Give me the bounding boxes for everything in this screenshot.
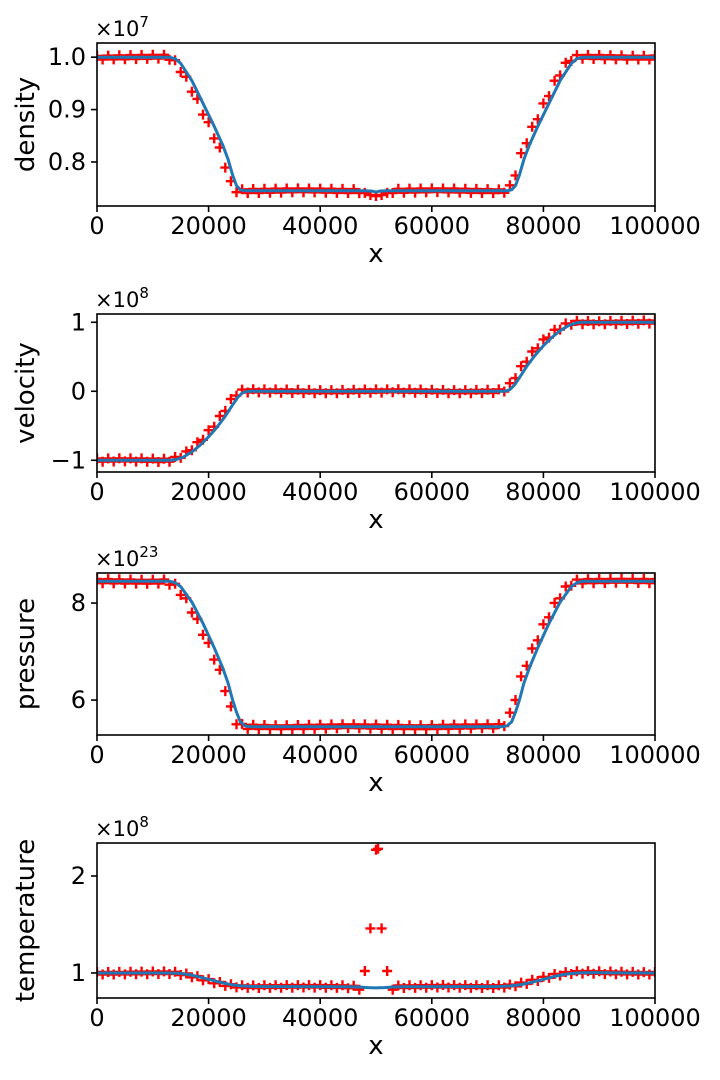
- x-tick-label: 60000: [394, 1004, 470, 1032]
- x-tick-label: 80000: [505, 212, 581, 240]
- x-tick-label: 0: [89, 1004, 104, 1032]
- y-tick-label: 2: [71, 862, 86, 890]
- x-tick-label: 100000: [609, 212, 701, 240]
- x-tick-label: 20000: [170, 1004, 246, 1032]
- axis-scale-offset: ×1023: [95, 543, 158, 571]
- x-axis-label: x: [368, 768, 383, 798]
- x-tick-label: 100000: [609, 478, 701, 506]
- x-tick-label: 20000: [170, 212, 246, 240]
- y-tick-label: 6: [71, 686, 86, 714]
- y-tick-label: 1: [71, 308, 86, 336]
- y-tick-label: 8: [71, 589, 86, 617]
- y-tick-label: 0.8: [48, 148, 86, 176]
- x-tick-label: 40000: [282, 741, 358, 769]
- x-axis-label: x: [368, 505, 383, 535]
- line-density: [97, 55, 655, 194]
- x-tick-label: 100000: [609, 1004, 701, 1032]
- x-tick-label: 60000: [394, 212, 470, 240]
- x-tick-label: 100000: [609, 741, 701, 769]
- axis-scale-offset: ×108: [95, 284, 149, 312]
- y-tick-label: 1.0: [48, 43, 86, 71]
- x-tick-label: 60000: [394, 478, 470, 506]
- x-axis-label: x: [368, 239, 383, 269]
- line-pressure: [97, 579, 655, 729]
- x-tick-label: 0: [89, 478, 104, 506]
- x-tick-label: 0: [89, 212, 104, 240]
- x-tick-label: 20000: [170, 741, 246, 769]
- line-temperature: [97, 971, 655, 990]
- y-axis-label: velocity: [11, 342, 41, 444]
- axes-velocity: 0 20000 40000 60000 80000 100000−101×108xvelo…: [11, 284, 701, 535]
- x-tick-label: 0: [89, 741, 104, 769]
- line-velocity: [97, 320, 655, 462]
- axis-scale-offset: ×107: [95, 13, 149, 41]
- axis-scale-offset: ×108: [95, 813, 149, 841]
- axes-temperature: 0 20000 40000 60000 80000 100000 1 2 ×108 x temper…: [11, 813, 701, 1061]
- axes-frame: [96, 842, 656, 999]
- markers-pressure: [97, 573, 655, 735]
- axes-frame: [96, 572, 656, 736]
- x-tick-label: 80000: [505, 478, 581, 506]
- y-tick-label: 1: [71, 959, 86, 987]
- x-tick-label: 80000: [505, 1004, 581, 1032]
- x-tick-label: 80000: [505, 741, 581, 769]
- x-tick-label: 40000: [282, 478, 358, 506]
- x-tick-label: 40000: [282, 1004, 358, 1032]
- markers-density: [97, 49, 655, 201]
- x-tick-label: 60000: [394, 741, 470, 769]
- y-tick-label: 0.9: [48, 96, 86, 124]
- y-tick-label: 0: [71, 377, 86, 405]
- y-axis-label: temperature: [11, 839, 41, 1002]
- y-tick-label: −1: [51, 446, 86, 474]
- x-tick-label: 20000: [170, 478, 246, 506]
- axes-frame: [96, 313, 656, 473]
- axes-density: 0 20000 40000 60000 80000 100000 0.8 0.9 1.0 ×107…: [11, 13, 701, 269]
- axes-pressure: 0 20000 40000 60000 80000 100000 6 8 ×1023 x press…: [11, 543, 701, 798]
- x-tick-label: 40000: [282, 212, 358, 240]
- y-axis-label: density: [11, 77, 41, 172]
- x-axis-label: x: [368, 1031, 383, 1061]
- axes-frame: [96, 42, 656, 207]
- y-axis-label: pressure: [11, 598, 41, 710]
